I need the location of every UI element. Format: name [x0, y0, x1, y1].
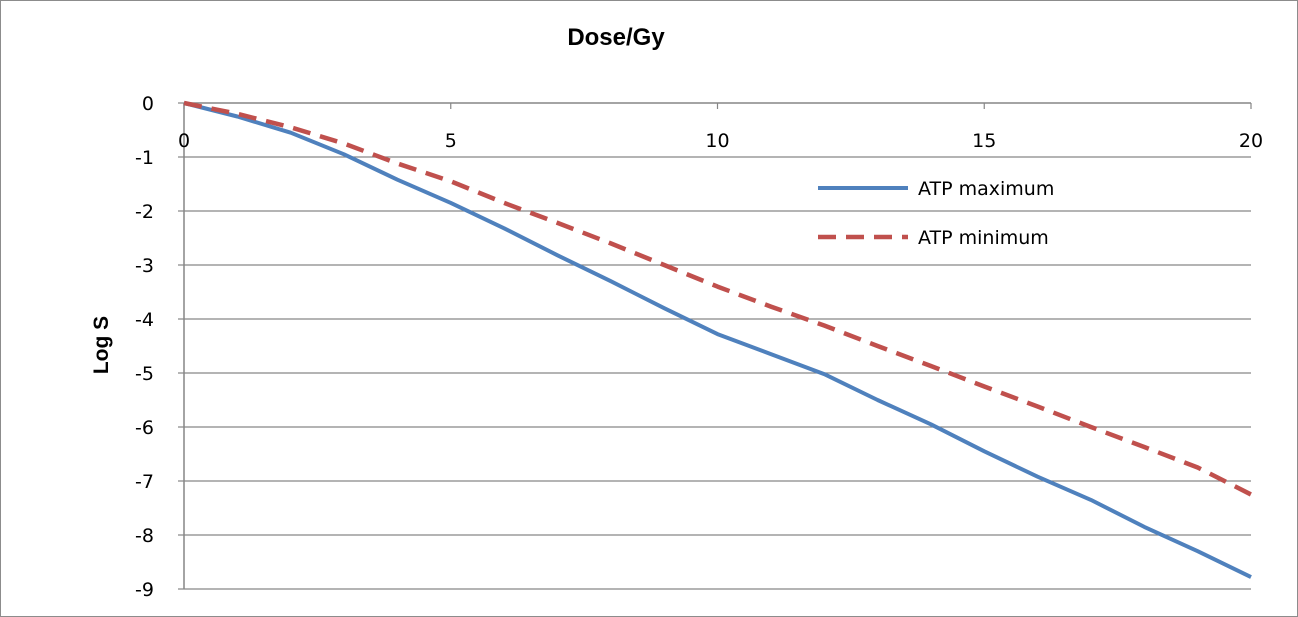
y-tick-label-7: -7 [135, 471, 154, 493]
legend-label-0: ATP maximum [918, 178, 1054, 200]
legend-label-1: ATP minimum [918, 227, 1049, 249]
x-tick-label-4: 20 [1239, 130, 1263, 152]
x-tick-label-3: 15 [972, 130, 996, 152]
y-tick-label-1: -1 [135, 147, 154, 169]
y-tick-label-0: 0 [142, 93, 154, 115]
series-line-0 [183, 101, 1252, 579]
series-line-1 [183, 100, 1253, 497]
y-tick-label-5: -5 [135, 363, 154, 385]
series-lines [183, 100, 1253, 579]
x-tick-label-1: 5 [445, 130, 457, 152]
y-tick-label-8: -8 [135, 525, 154, 547]
x-tick-label-0: 0 [178, 130, 190, 152]
axes [178, 102, 1252, 590]
legend: ATP maximum ATP minimum [818, 178, 1054, 249]
y-axis-label: Log S [90, 316, 113, 374]
y-tick-label-9: -9 [135, 579, 154, 601]
y-tick-label-2: -2 [135, 201, 154, 223]
grid-lines [184, 156, 1251, 590]
y-tick-label-6: -6 [135, 417, 154, 439]
y-tick-label-4: -4 [135, 309, 154, 331]
y-tick-label-3: -3 [135, 255, 154, 277]
tick-labels: 0 -1 -2 -3 -4 -5 -6 -7 -8 -9 0 5 10 15 20 [135, 93, 1263, 601]
x-tick-label-2: 10 [705, 130, 729, 152]
chart-title: Dose/Gy [567, 24, 665, 51]
